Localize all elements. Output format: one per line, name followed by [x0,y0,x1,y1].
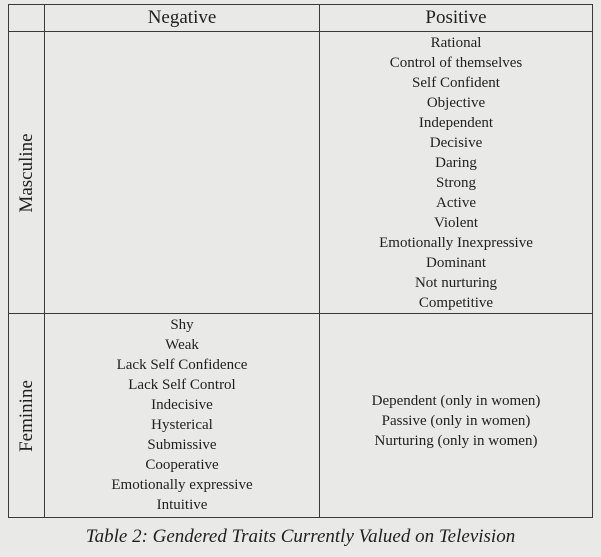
trait-item: Shy [170,317,194,333]
trait-item: Strong [435,175,476,191]
trait-item: Dependent (only in women) [371,392,541,409]
trait-item: Daring [435,155,477,171]
trait-item: Weak [165,337,199,353]
cell-feminine-positive: Dependent (only in women) Passive (only i… [319,313,593,518]
trait-item: Competitive [418,295,494,311]
row-label-cell-feminine: Feminine [8,313,45,518]
gendered-traits-table: Negative Positive Masculine Rational Cont… [8,4,593,518]
trait-list-feminine-positive: Dependent (only in women) Passive (only i… [320,391,592,451]
trait-item: Intuitive [156,497,208,513]
cell-masculine-positive: Rational Control of themselves Self Confid… [319,31,593,314]
trait-item: Submissive [147,437,217,453]
table-row-feminine: Feminine Shy Weak Lack Self Confidence Lack… [8,313,593,518]
trait-list-masculine-positive: Rational Control of themselves Self Confid… [320,33,592,313]
trait-item: Hysterical [151,417,213,433]
trait-item: Rational [430,35,482,51]
trait-item: Cooperative [145,457,219,473]
trait-item: Not nurturing [414,275,498,291]
trait-item: Decisive [429,135,483,151]
trait-item: Independent [418,115,494,131]
trait-item: Emotionally expressive [111,477,253,493]
column-header-negative: Negative [44,4,320,32]
trait-item: Passive (only in women) [381,412,531,429]
trait-item: Objective [426,95,486,111]
trait-item: Control of themselves [389,55,523,71]
table-header-row: Negative Positive [8,4,593,32]
trait-item: Dominant [426,255,486,271]
trait-item: Lack Self Confidence [116,357,248,373]
trait-item: Emotionally Inexpressive [379,235,533,251]
cell-feminine-negative: Shy Weak Lack Self Confidence Lack Self Con… [44,313,320,518]
table-caption: Table 2: Gendered Traits Currently Value… [85,526,516,547]
row-label-feminine: Feminine [15,379,37,452]
trait-item: Active [436,195,476,211]
trait-item: Self Confident [412,75,500,91]
trait-item: Violent [433,215,479,231]
trait-item: Indecisive [151,397,213,413]
cell-masculine-negative [44,31,320,314]
trait-list-feminine-negative: Shy Weak Lack Self Confidence Lack Self Con… [45,315,319,515]
table-row-masculine: Masculine Rational Control of themselves S… [8,31,593,314]
trait-item: Lack Self Control [128,377,236,393]
table-corner-cell [8,4,45,32]
row-label-cell-masculine: Masculine [8,31,45,314]
trait-item: Nurturing (only in women) [374,432,538,449]
row-label-masculine: Masculine [15,132,37,213]
column-header-positive: Positive [319,4,593,32]
